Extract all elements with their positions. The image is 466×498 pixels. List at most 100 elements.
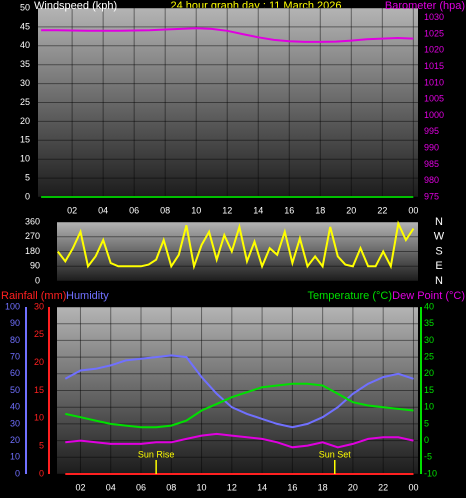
x-tick-label: 08 <box>166 482 176 492</box>
y2-tick-label: S <box>435 245 442 257</box>
x-tick-label: 22 <box>378 482 388 492</box>
y2-tick-label: 20 <box>424 368 434 378</box>
y2-tick-label: 1010 <box>424 77 444 87</box>
x-tick-label: 00 <box>408 482 418 492</box>
x-tick-label: 06 <box>136 482 146 492</box>
y2-tick-label: 10 <box>424 402 434 412</box>
x-tick-label: 06 <box>129 205 139 215</box>
series-label: Temperature (°C) <box>308 290 392 302</box>
y2-tick-label: 30 <box>424 335 434 345</box>
x-tick-label: 20 <box>348 482 358 492</box>
series-line <box>64 354 414 429</box>
y2-tick-label: 1015 <box>424 61 444 71</box>
annotation-label: Sun Set <box>319 449 352 459</box>
y2-tick-label: -10 <box>424 468 437 478</box>
y2-tick-label: 35 <box>424 318 434 328</box>
series-line <box>65 432 414 449</box>
y2-tick-label: 1025 <box>424 28 444 38</box>
y-tick-label: 10 <box>10 452 20 462</box>
y-tick-label: 40 <box>10 402 20 412</box>
chart-title: 24 hour graph day : 11 March 2026 <box>170 0 341 12</box>
x-tick-label: 22 <box>377 205 387 215</box>
y2-tick-label: 15 <box>424 385 434 395</box>
y2-tick-label: 0 <box>424 435 429 445</box>
x-tick-label: 10 <box>197 482 207 492</box>
y2-tick-label: 1030 <box>424 12 444 22</box>
x-tick-label: 16 <box>284 205 294 215</box>
y-tick-label: 360 <box>25 216 40 226</box>
x-tick-label: 20 <box>346 205 356 215</box>
y-tick-label: 180 <box>25 246 40 256</box>
y2-tick-label: 1000 <box>424 110 444 120</box>
y3-tick-label: 10 <box>34 413 44 423</box>
y3-tick-label: 30 <box>34 301 44 311</box>
y2-tick-label: 1020 <box>424 45 444 55</box>
y-tick-label: 60 <box>10 368 20 378</box>
y-tick-label: 25 <box>20 97 30 107</box>
x-tick-label: 12 <box>227 482 237 492</box>
y-tick-label: 50 <box>10 385 20 395</box>
series-label: Rainfall (mm) <box>1 290 66 302</box>
y2-tick-label: W <box>434 231 445 243</box>
x-tick-label: 02 <box>67 205 77 215</box>
y-tick-label: 30 <box>10 418 20 428</box>
y2-tick-label: 40 <box>424 301 434 311</box>
y3-tick-label: 5 <box>39 441 44 451</box>
y-tick-label: 45 <box>20 21 30 31</box>
y-tick-label: 0 <box>35 275 40 285</box>
x-tick-label: 14 <box>257 482 267 492</box>
y-tick-label: 100 <box>5 301 20 311</box>
y-tick-label: 70 <box>10 351 20 361</box>
x-tick-label: 12 <box>222 205 232 215</box>
y-tick-label: 90 <box>10 318 20 328</box>
series-label: Windspeed (kph) <box>34 0 117 12</box>
y-tick-label: 20 <box>10 435 20 445</box>
series-line <box>57 220 415 271</box>
y2-tick-label: 995 <box>424 126 439 136</box>
x-tick-label: 18 <box>318 482 328 492</box>
x-tick-label: 04 <box>98 205 108 215</box>
x-tick-label: 08 <box>160 205 170 215</box>
x-tick-label: 02 <box>75 482 85 492</box>
y3-tick-label: 0 <box>39 468 44 478</box>
y-tick-label: 90 <box>30 261 40 271</box>
x-tick-label: 14 <box>253 205 263 215</box>
y-tick-label: 0 <box>15 468 20 478</box>
y-tick-label: 50 <box>20 2 30 12</box>
y2-tick-label: 5 <box>424 418 429 428</box>
y-tick-label: 35 <box>20 59 30 69</box>
series-label: Barometer (hpa) <box>385 0 465 12</box>
y-tick-label: 15 <box>20 135 30 145</box>
y2-tick-label: 975 <box>424 191 439 201</box>
y2-tick-label: -5 <box>424 452 432 462</box>
y2-tick-label: 990 <box>424 142 439 152</box>
y2-tick-label: 25 <box>424 351 434 361</box>
y-tick-label: 40 <box>20 40 30 50</box>
y3-tick-label: 25 <box>34 329 44 339</box>
y-tick-label: 80 <box>10 335 20 345</box>
y2-tick-label: N <box>435 216 443 228</box>
y2-tick-label: E <box>435 260 442 272</box>
series-line <box>41 27 414 43</box>
series-line <box>65 382 414 429</box>
annotation-label: Sun Rise <box>138 449 175 459</box>
y-tick-label: 10 <box>20 154 30 164</box>
x-tick-label: 18 <box>315 205 325 215</box>
y2-tick-label: N <box>435 275 443 287</box>
y2-tick-label: 985 <box>424 159 439 169</box>
y2-tick-label: 1005 <box>424 94 444 104</box>
y-tick-label: 20 <box>20 116 30 126</box>
series-label: Humidity <box>66 290 109 302</box>
y3-tick-label: 20 <box>34 357 44 367</box>
x-tick-label: 00 <box>408 205 418 215</box>
series-label: Dew Point (°C) <box>392 290 465 302</box>
y-tick-label: 5 <box>25 172 30 182</box>
y-tick-label: 30 <box>20 78 30 88</box>
y2-tick-label: 980 <box>424 175 439 185</box>
x-tick-label: 04 <box>106 482 116 492</box>
x-tick-label: 16 <box>287 482 297 492</box>
y-tick-label: 270 <box>25 231 40 241</box>
y-tick-label: 0 <box>25 191 30 201</box>
